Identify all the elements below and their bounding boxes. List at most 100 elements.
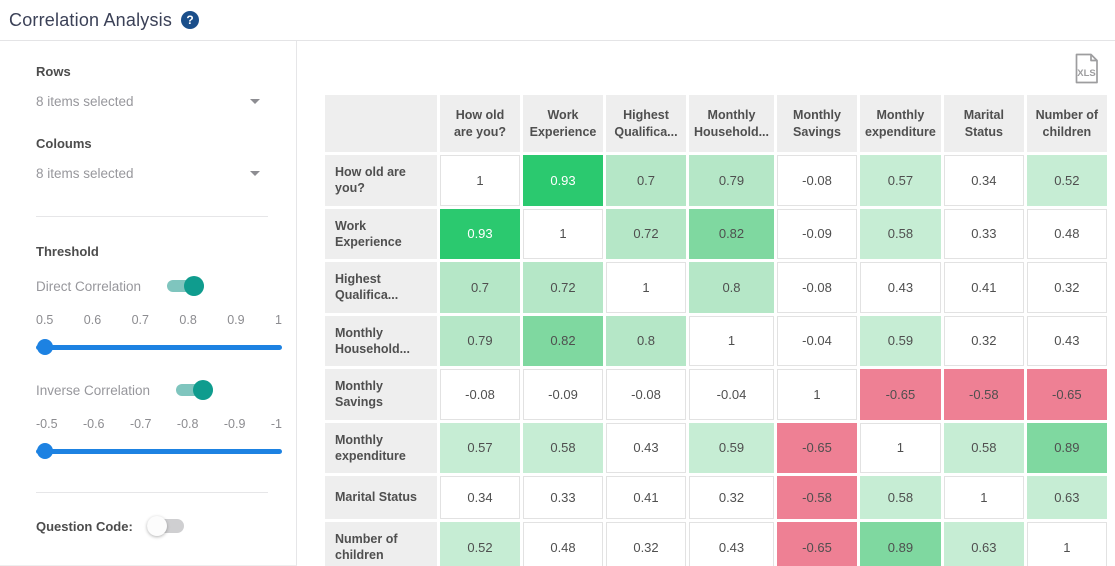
matrix-cell: 0.7 (440, 262, 520, 313)
matrix-cell: 1 (777, 369, 857, 420)
matrix-row: Work Experience 0.93 1 0.72 0.82 -0.09 0.58 0.3… (325, 208, 1107, 259)
slider-track (36, 345, 282, 350)
top-bar: Correlation Analysis ? (0, 0, 1115, 41)
sidebar: Rows 8 items selected Coloums 8 items se… (0, 41, 297, 566)
slider-thumb[interactable] (37, 443, 53, 459)
direct-correlation-toggle[interactable] (167, 276, 205, 296)
matrix-cell: 0.57 (860, 155, 941, 206)
slider-thumb[interactable] (37, 339, 53, 355)
inverse-threshold-slider[interactable] (36, 443, 282, 459)
row-header: Monthly expenditure (325, 422, 437, 473)
matrix-cell: 0.63 (943, 522, 1024, 566)
inverse-correlation-label: Inverse Correlation (36, 382, 151, 398)
matrix-cell: 0.43 (860, 262, 941, 313)
matrix-cell: 0.34 (943, 155, 1024, 206)
matrix-body: How old are you? 1 0.93 0.7 0.79 -0.08 0.57 0.3… (325, 155, 1107, 566)
matrix-cell: 0.52 (440, 522, 520, 566)
matrix-cell: -0.58 (777, 476, 857, 519)
matrix-cell: -0.09 (777, 208, 857, 259)
direct-correlation-label: Direct Correlation (36, 278, 142, 294)
matrix-cell: 0.58 (523, 422, 603, 473)
matrix-cell: -0.04 (777, 315, 857, 366)
row-header: Highest Qualifica... (325, 262, 437, 313)
matrix-cell: -0.65 (777, 522, 857, 566)
slider-tick-label: 1 (274, 313, 282, 327)
slider-tick-label: -1 (270, 417, 282, 431)
matrix-cell: 0.58 (860, 476, 941, 519)
row-header: Number of children (325, 522, 437, 566)
direct-threshold-slider[interactable] (36, 339, 282, 355)
matrix-cell: 0.32 (943, 315, 1024, 366)
matrix-cell: 0.33 (523, 476, 603, 519)
column-header: Monthly Household... (689, 95, 774, 152)
matrix-cell: -0.65 (777, 422, 857, 473)
rows-select[interactable]: 8 items selected (36, 94, 268, 109)
toggle-thumb (184, 276, 205, 296)
matrix-cell: 0.48 (1026, 208, 1107, 259)
slider-tick-label: -0.7 (129, 417, 152, 431)
matrix-cell: -0.04 (689, 369, 774, 420)
matrix-cell: -0.08 (606, 369, 686, 420)
slider-tick-label: 0.5 (36, 313, 54, 327)
row-header: Monthly Household... (325, 315, 437, 366)
page-title: Correlation Analysis (9, 9, 173, 30)
column-header: Work Experience (523, 95, 603, 152)
divider (36, 492, 268, 493)
matrix-cell: 0.63 (1026, 476, 1107, 519)
matrix-cell: -0.65 (860, 369, 941, 420)
matrix-cell: 0.32 (689, 476, 774, 519)
export-xls-button[interactable]: XLS (1073, 53, 1100, 87)
matrix-cell: 0.43 (606, 422, 686, 473)
help-icon[interactable]: ? (181, 11, 200, 29)
svg-text:XLS: XLS (1077, 68, 1095, 79)
matrix-cell: -0.58 (943, 369, 1024, 420)
main-panel: XLS How old are you? Work Experience Highe… (297, 41, 1115, 566)
matrix-cell: 0.58 (860, 208, 941, 259)
matrix-cell: 1 (440, 155, 520, 206)
matrix-cell: 0.59 (689, 422, 774, 473)
matrix-cell: 1 (1026, 522, 1107, 566)
row-header: How old are you? (325, 155, 437, 206)
slider-tick-label: 0.6 (83, 313, 102, 327)
matrix-cell: 1 (606, 262, 686, 313)
matrix-cell: 0.79 (689, 155, 774, 206)
matrix-cell: 0.82 (523, 315, 603, 366)
columns-select[interactable]: 8 items selected (36, 166, 268, 181)
matrix-header-row: How old are you? Work Experience Highest Q… (325, 95, 1107, 152)
matrix-cell: 1 (943, 476, 1024, 519)
inverse-correlation-toggle[interactable] (176, 380, 214, 400)
rows-label: Rows (36, 64, 71, 79)
matrix-cell: -0.09 (523, 369, 603, 420)
slider-track (36, 449, 282, 454)
matrix-cell: 0.93 (523, 155, 603, 206)
inverse-threshold-ticks: -0.5 -0.6 -0.7 -0.8 -0.9 -1 (36, 417, 282, 431)
content-area: Rows 8 items selected Coloums 8 items se… (0, 41, 1115, 566)
matrix-cell: 0.32 (606, 522, 686, 566)
matrix-row: How old are you? 1 0.93 0.7 0.79 -0.08 0.57 0.3… (325, 155, 1107, 206)
direct-correlation-row: Direct Correlation (36, 276, 268, 296)
matrix-cell: 0.89 (860, 522, 941, 566)
slider-tick-label: -0.9 (223, 417, 246, 431)
matrix-row: Monthly Savings -0.08 -0.09 -0.08 -0.04 1 -0.6… (325, 369, 1107, 420)
matrix-row: Monthly expenditure 0.57 0.58 0.43 0.59 -0.65… (325, 422, 1107, 473)
matrix-cell: 0.52 (1026, 155, 1107, 206)
matrix-cell: 0.8 (606, 315, 686, 366)
question-code-row: Question Code: (36, 516, 268, 536)
matrix-cell: 0.57 (440, 422, 520, 473)
question-code-toggle[interactable] (146, 516, 184, 536)
column-header: Number of children (1026, 95, 1107, 152)
matrix-cell: -0.08 (440, 369, 520, 420)
matrix-cell: 0.34 (440, 476, 520, 519)
matrix-cell: 0.41 (606, 476, 686, 519)
matrix-cell: 0.72 (523, 262, 603, 313)
column-header: Monthly Savings (777, 95, 857, 152)
matrix-cell: 0.72 (606, 208, 686, 259)
rows-select-value: 8 items selected (36, 94, 134, 109)
column-header: Highest Qualifica... (606, 95, 686, 152)
matrix-cell: -0.65 (1026, 369, 1107, 420)
matrix-cell: 0.79 (440, 315, 520, 366)
matrix-cell: 0.82 (689, 208, 774, 259)
slider-tick-label: 0.8 (179, 313, 197, 327)
matrix-corner-cell (325, 95, 437, 152)
